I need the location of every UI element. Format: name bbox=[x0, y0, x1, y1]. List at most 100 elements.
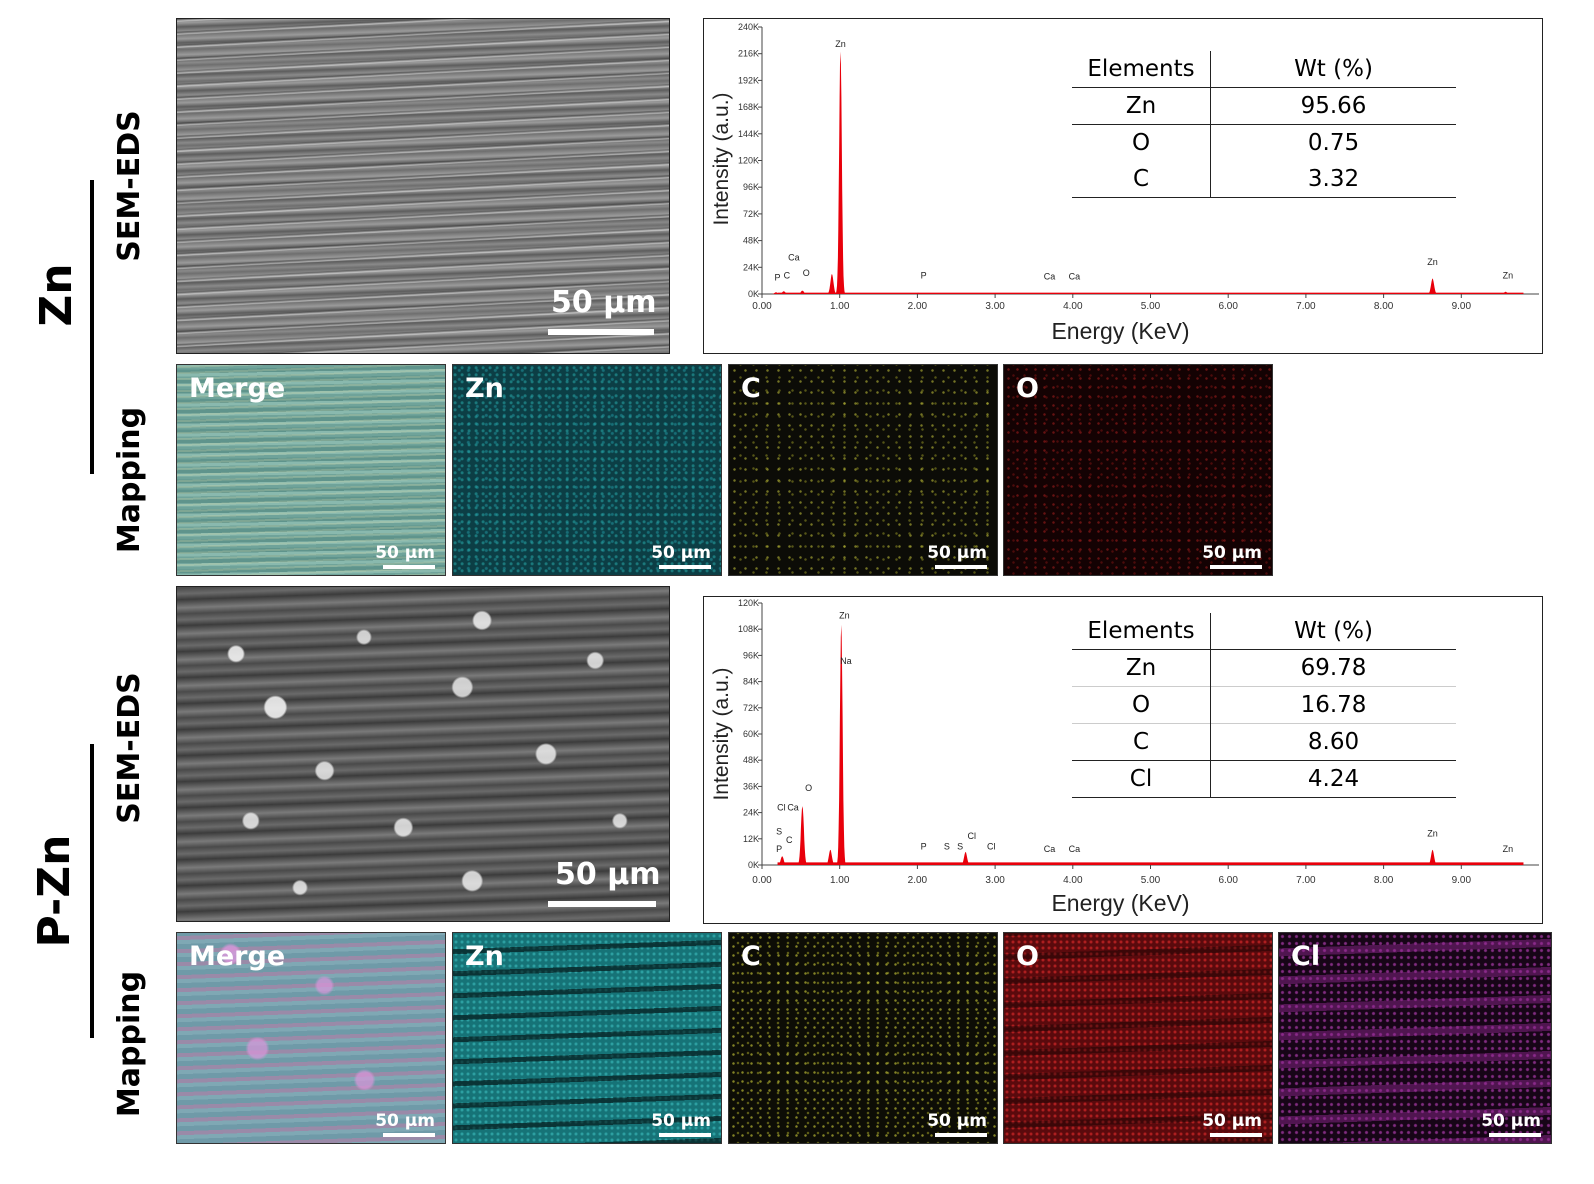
spectrum-peak bbox=[953, 851, 978, 865]
spectrum-peak bbox=[818, 849, 842, 865]
map-scale-label: 50 μm bbox=[1202, 543, 1262, 563]
map-scale-bar bbox=[383, 565, 435, 569]
map-scale-label: 50 μm bbox=[651, 1111, 711, 1131]
table-cell-wt: 16.78 bbox=[1300, 692, 1367, 718]
y-tick-label: 24K bbox=[743, 808, 759, 818]
group-divider-p-zn bbox=[90, 744, 94, 1038]
table-cell-wt: 0.75 bbox=[1307, 130, 1360, 156]
x-tick-label: 5.00 bbox=[1141, 301, 1161, 312]
y-tick-label: 24K bbox=[743, 262, 759, 272]
peak-annotation: Zn bbox=[1503, 844, 1514, 854]
group-label-p-zn: P-Zn bbox=[29, 834, 80, 948]
eds-spectrum-chart-p-zn: 0K 12K 24K 36K 48K 60K 72K 84K 96K 108K 120K 0.00 1.… bbox=[710, 598, 1539, 916]
x-tick-label: 6.00 bbox=[1218, 875, 1238, 886]
map-merge-zn: Merge 50 μm bbox=[176, 364, 446, 576]
peak-annotation: Ca bbox=[788, 253, 800, 263]
x-tick-label: 2.00 bbox=[908, 875, 928, 886]
map-scale-label: 50 μm bbox=[1202, 1111, 1262, 1131]
y-tick-label: 168K bbox=[738, 102, 759, 112]
map-o-zn: O 50 μm bbox=[1003, 364, 1273, 576]
x-tick-label: 4.00 bbox=[1063, 301, 1083, 312]
row-label-sem-eds: SEM-EDS bbox=[112, 672, 147, 824]
peak-annotation: Ca bbox=[787, 802, 799, 812]
spectrum-peak bbox=[906, 292, 930, 294]
map-merge-p-zn: Merge 50 μm bbox=[176, 932, 446, 1144]
y-tick-label: 108K bbox=[738, 624, 759, 634]
sem-scale-label: 50 μm bbox=[551, 285, 657, 320]
table-cell-element: O bbox=[1072, 124, 1211, 161]
map-c-zn: C 50 μm bbox=[728, 364, 998, 576]
y-tick-label: 60K bbox=[743, 729, 759, 739]
x-tick-label: 1.00 bbox=[830, 301, 850, 312]
group-label-zn: Zn bbox=[31, 263, 82, 327]
x-tick-label: 8.00 bbox=[1374, 875, 1394, 886]
x-tick-label: 4.00 bbox=[1063, 875, 1083, 886]
peak-annotation: S bbox=[944, 842, 950, 852]
y-tick-label: 120K bbox=[738, 156, 759, 166]
peak-annotation: C bbox=[786, 835, 793, 845]
map-title: Zn bbox=[465, 941, 504, 972]
map-scale-bar bbox=[1210, 565, 1262, 569]
y-tick-label: 120K bbox=[738, 598, 759, 608]
x-tick-label: 7.00 bbox=[1296, 301, 1316, 312]
x-tick-label: 8.00 bbox=[1374, 301, 1394, 312]
peak-annotation: P bbox=[775, 273, 781, 283]
row-label-sem-eds: SEM-EDS bbox=[112, 110, 147, 262]
map-scale-bar bbox=[659, 565, 711, 569]
map-o-p-zn: O 50 μm bbox=[1003, 932, 1273, 1144]
y-tick-label: 12K bbox=[743, 834, 759, 844]
spectrum-baseline bbox=[777, 292, 1524, 294]
table-cell-wt: 8.60 bbox=[1307, 729, 1360, 755]
map-scale-label: 50 μm bbox=[927, 543, 987, 563]
y-tick-label: 216K bbox=[738, 49, 759, 59]
table-header-wt: Wt (%) bbox=[1294, 618, 1373, 644]
y-tick-label: 96K bbox=[743, 650, 759, 660]
composition-table-p-zn: Elements Wt (%) Zn 69.78 O 16.78 C 8.60 … bbox=[1072, 613, 1456, 798]
y-axis-label: Intensity (a.u.) bbox=[710, 92, 733, 225]
peak-annotation: Ca bbox=[1069, 272, 1081, 282]
spectrum-peak bbox=[770, 856, 794, 865]
map-title: C bbox=[741, 941, 761, 972]
peak-annotation: Zn bbox=[1427, 829, 1438, 839]
table-cell-element: Zn bbox=[1072, 649, 1211, 687]
spectrum-peak bbox=[790, 806, 815, 865]
map-title: O bbox=[1016, 941, 1039, 972]
map-scale-label: 50 μm bbox=[1481, 1111, 1541, 1131]
map-title: O bbox=[1016, 373, 1039, 404]
map-title: Merge bbox=[189, 941, 286, 972]
x-tick-label: 0.00 bbox=[752, 301, 772, 312]
x-tick-label: 9.00 bbox=[1452, 301, 1472, 312]
map-scale-bar bbox=[1489, 1133, 1541, 1137]
peak-annotation: S bbox=[957, 842, 963, 852]
sem-scale-bar bbox=[548, 901, 656, 907]
table-header-elements: Elements bbox=[1072, 51, 1211, 88]
table-cell-wt: 69.78 bbox=[1300, 655, 1367, 681]
sem-scale-label: 50 μm bbox=[555, 857, 661, 892]
peak-annotation: Na bbox=[840, 656, 852, 666]
x-axis-label: Energy (KeV) bbox=[1051, 318, 1189, 344]
map-scale-label: 50 μm bbox=[651, 543, 711, 563]
peak-annotation: Cl bbox=[777, 802, 786, 812]
table-cell-element: Zn bbox=[1072, 87, 1211, 125]
eds-spectrum-panel-zn: 0K 24K 48K 72K 96K 120K 144K 168K 192K 216K 240K 0.… bbox=[703, 18, 1543, 354]
spectrum-peak bbox=[772, 291, 796, 294]
map-scale-label: 50 μm bbox=[927, 1111, 987, 1131]
peak-annotation: P bbox=[921, 270, 927, 280]
row-label-mapping: Mapping bbox=[112, 970, 147, 1118]
peak-annotation: Cl bbox=[987, 842, 996, 852]
peak-annotation: Zn bbox=[839, 610, 850, 620]
x-tick-label: 9.00 bbox=[1452, 875, 1472, 886]
sem-scale-bar bbox=[548, 329, 654, 335]
table-cell-wt: 3.32 bbox=[1307, 166, 1360, 192]
map-title: Merge bbox=[189, 373, 286, 404]
y-tick-label: 36K bbox=[743, 781, 759, 791]
spectrum-peak bbox=[764, 292, 788, 294]
peak-annotation: O bbox=[805, 783, 812, 793]
spectrum-peak bbox=[1420, 849, 1445, 865]
y-tick-label: 192K bbox=[738, 75, 759, 85]
map-scale-bar bbox=[659, 1133, 711, 1137]
peak-annotation: P bbox=[921, 842, 927, 852]
y-tick-label: 84K bbox=[743, 677, 759, 687]
table-cell-wt: 4.24 bbox=[1307, 766, 1360, 792]
map-cl-p-zn: Cl 50 μm bbox=[1278, 932, 1552, 1144]
